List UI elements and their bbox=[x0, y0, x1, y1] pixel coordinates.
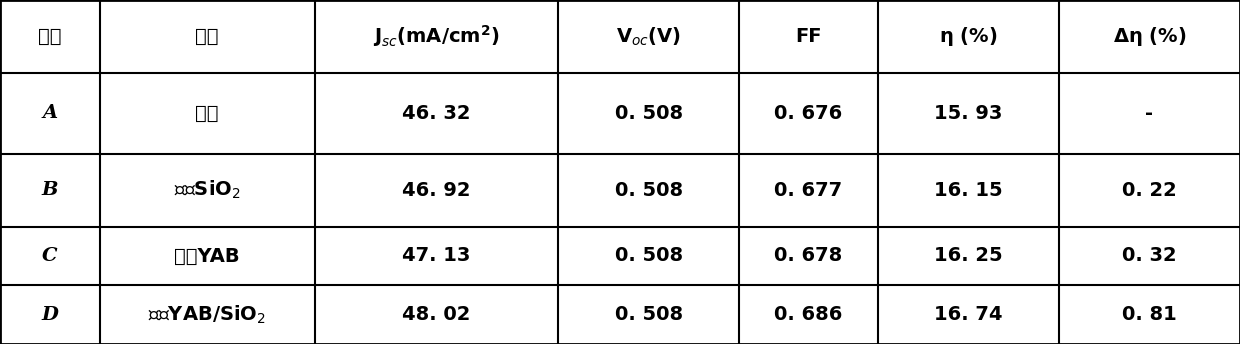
Text: 16. 25: 16. 25 bbox=[934, 247, 1002, 266]
Text: 名称: 名称 bbox=[196, 27, 219, 46]
Text: 0. 678: 0. 678 bbox=[775, 247, 843, 266]
Text: 16. 74: 16. 74 bbox=[934, 305, 1002, 324]
Text: 0. 22: 0. 22 bbox=[1122, 181, 1177, 200]
Text: 0. 508: 0. 508 bbox=[615, 104, 683, 123]
Text: $\mathbf{J}_{sc}$$\mathbf{(mA/cm^2)}$: $\mathbf{J}_{sc}$$\mathbf{(mA/cm^2)}$ bbox=[373, 23, 500, 50]
Text: $\mathbf{\eta}$ (%): $\mathbf{\eta}$ (%) bbox=[939, 25, 997, 48]
Text: A: A bbox=[42, 104, 57, 122]
Text: FF: FF bbox=[795, 27, 822, 46]
Text: $\mathbf{V}_{oc}$$\mathbf{(V)}$: $\mathbf{V}_{oc}$$\mathbf{(V)}$ bbox=[616, 25, 681, 47]
Text: 16. 15: 16. 15 bbox=[934, 181, 1002, 200]
Text: B: B bbox=[42, 181, 58, 199]
Text: 0. 81: 0. 81 bbox=[1122, 305, 1177, 324]
Text: 空白: 空白 bbox=[196, 104, 219, 123]
Text: 47. 13: 47. 13 bbox=[402, 247, 471, 266]
Text: 15. 93: 15. 93 bbox=[934, 104, 1002, 123]
Text: 掺杂YAB: 掺杂YAB bbox=[175, 247, 241, 266]
Text: 48. 02: 48. 02 bbox=[402, 305, 471, 324]
Text: $\mathbf{\Delta\eta}$ (%): $\mathbf{\Delta\eta}$ (%) bbox=[1112, 25, 1187, 48]
Text: 0. 676: 0. 676 bbox=[775, 104, 843, 123]
Text: 0. 32: 0. 32 bbox=[1122, 247, 1177, 266]
Text: 46. 32: 46. 32 bbox=[402, 104, 471, 123]
Text: D: D bbox=[41, 306, 58, 324]
Text: C: C bbox=[42, 247, 57, 265]
Text: 0. 677: 0. 677 bbox=[775, 181, 843, 200]
Text: 掺杂SiO$_2$: 掺杂SiO$_2$ bbox=[174, 179, 241, 201]
Text: 0. 508: 0. 508 bbox=[615, 305, 683, 324]
Text: -: - bbox=[1146, 104, 1153, 123]
Text: 0. 508: 0. 508 bbox=[615, 247, 683, 266]
Text: 46. 92: 46. 92 bbox=[402, 181, 471, 200]
Text: 0. 508: 0. 508 bbox=[615, 181, 683, 200]
Text: 序号: 序号 bbox=[38, 27, 62, 46]
Text: 掺杂YAB/SiO$_2$: 掺杂YAB/SiO$_2$ bbox=[149, 303, 267, 326]
Text: 0. 686: 0. 686 bbox=[774, 305, 843, 324]
